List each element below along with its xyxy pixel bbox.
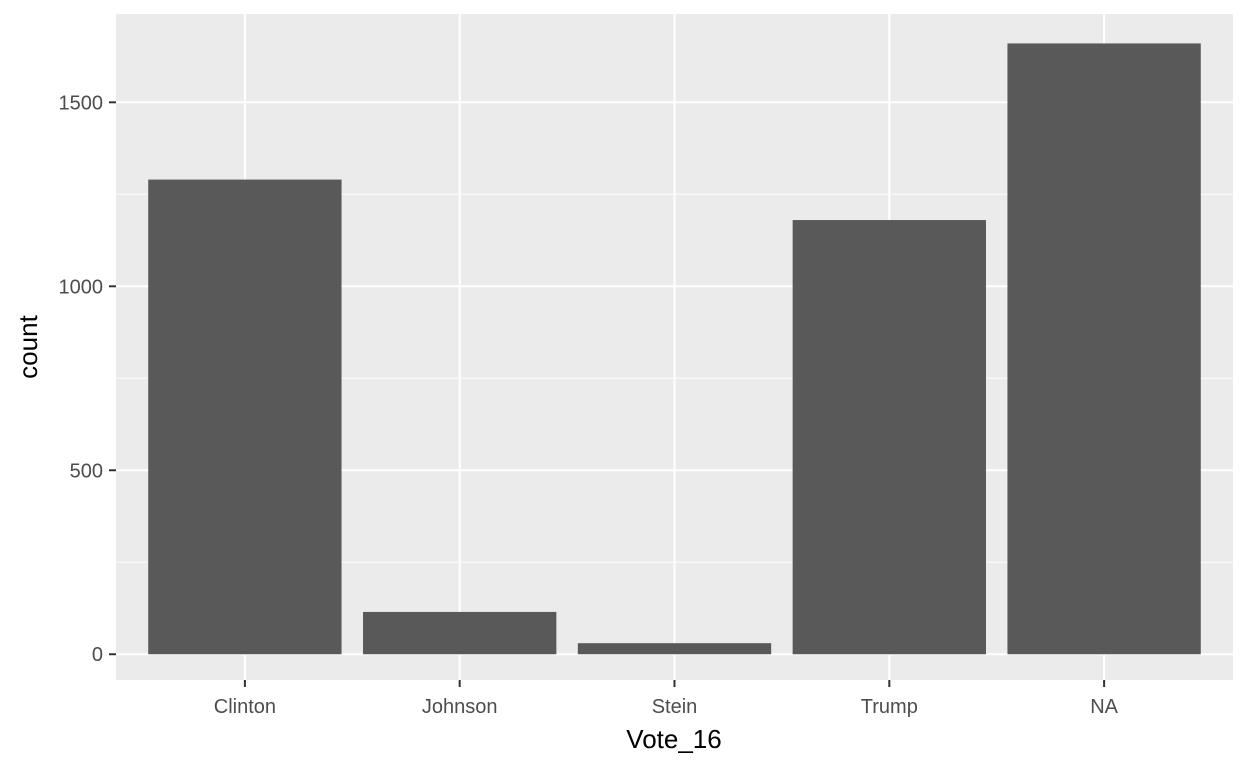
x-tick-label-clinton: Clinton — [214, 696, 276, 718]
x-tick-label-johnson: Johnson — [422, 696, 498, 718]
bars — [148, 43, 1201, 655]
y-axis: 0 500 1000 1500 — [59, 92, 116, 666]
y-tick-label: 1500 — [59, 92, 104, 114]
x-tick-label-na: NA — [1090, 696, 1118, 718]
bar-clinton — [148, 179, 342, 655]
x-tick-label-stein: Stein — [652, 696, 698, 718]
y-tick-label: 0 — [92, 644, 103, 666]
x-axis-title: Vote_16 — [626, 724, 721, 754]
bar-trump — [792, 220, 986, 655]
y-tick-label: 1000 — [59, 276, 104, 298]
x-tick-label-trump: Trump — [861, 696, 918, 718]
bar-johnson — [363, 611, 557, 655]
y-axis-title: count — [13, 314, 43, 378]
bar-stein — [577, 643, 772, 655]
bar-na — [1007, 43, 1201, 655]
x-axis: Clinton Johnson Stein Trump NA — [214, 680, 1119, 718]
y-tick-label: 500 — [70, 460, 103, 482]
